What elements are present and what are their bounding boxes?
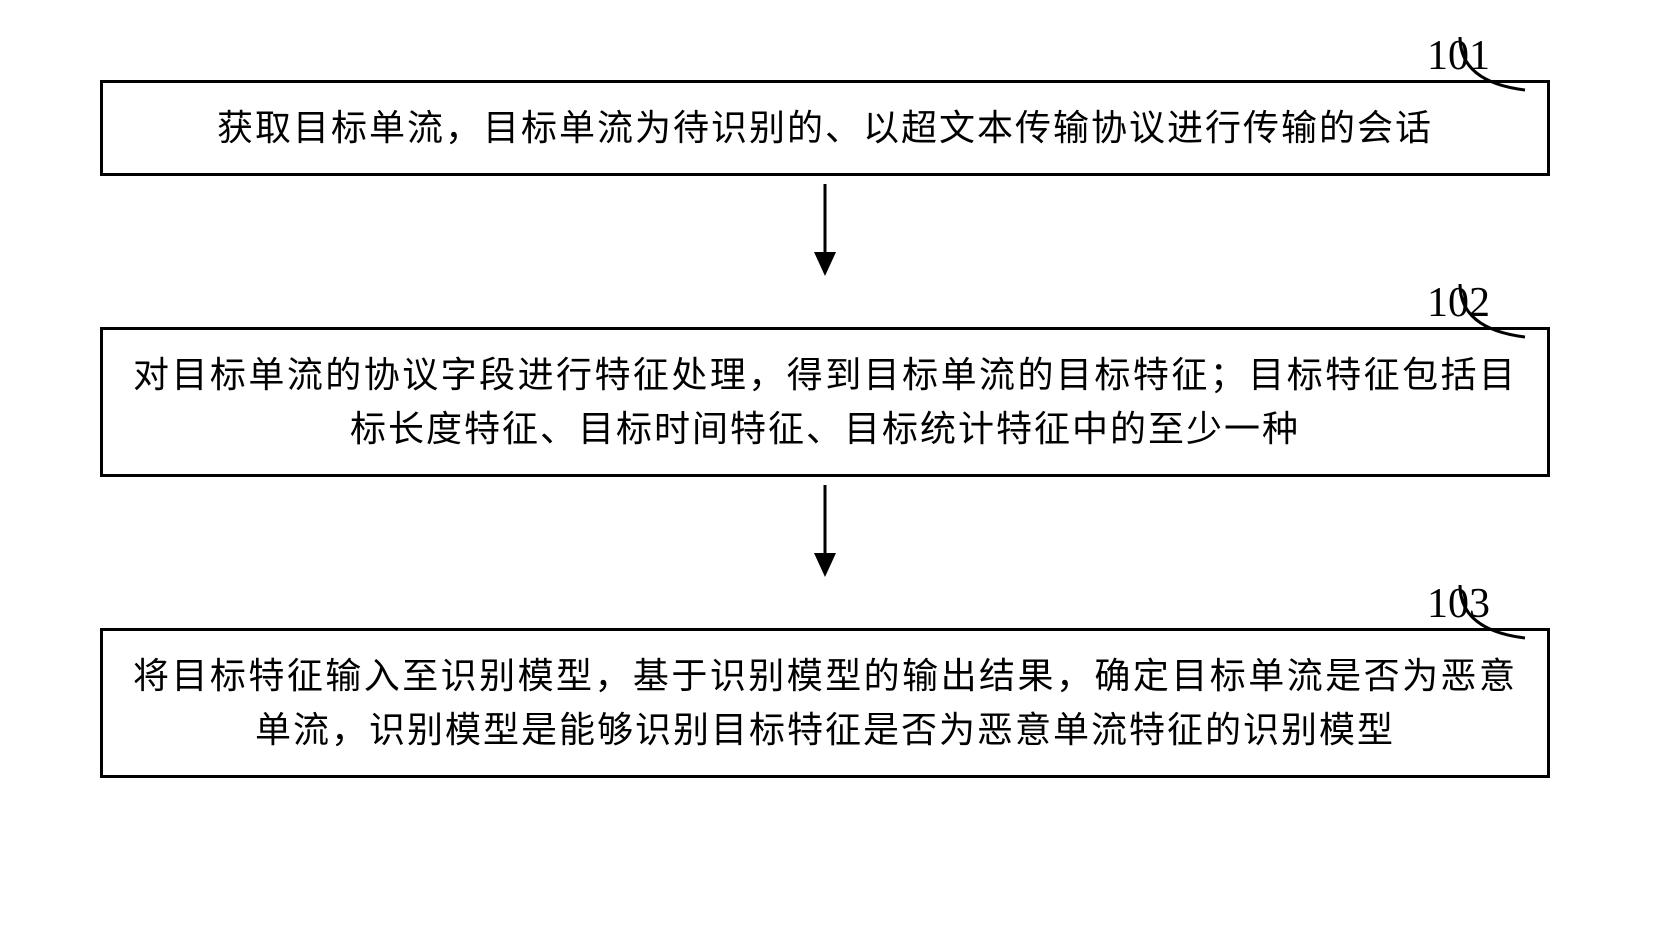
arrow-1-container [50, 176, 1600, 287]
step-wrapper-1: 101 获取目标单流，目标单流为待识别的、以超文本传输协议进行传输的会话 [50, 80, 1600, 176]
step-wrapper-2: 102 对目标单流的协议字段进行特征处理，得到目标单流的目标特征；目标特征包括目… [50, 327, 1600, 477]
step-text-3: 将目标特征输入至识别模型，基于识别模型的输出结果，确定目标单流是否为恶意单流，识… [133, 649, 1517, 757]
callout-curve-3 [1455, 580, 1545, 640]
arrow-2-container [50, 477, 1600, 588]
arrow-1 [805, 184, 845, 279]
callout-curve-1 [1455, 32, 1545, 92]
callout-curve-2 [1455, 279, 1545, 339]
step-text-2: 对目标单流的协议字段进行特征处理，得到目标单流的目标特征；目标特征包括目标长度特… [133, 348, 1517, 456]
step-wrapper-3: 103 将目标特征输入至识别模型，基于识别模型的输出结果，确定目标单流是否为恶意… [50, 628, 1600, 778]
step-box-2: 对目标单流的协议字段进行特征处理，得到目标单流的目标特征；目标特征包括目标长度特… [100, 327, 1550, 477]
step-text-1: 获取目标单流，目标单流为待识别的、以超文本传输协议进行传输的会话 [133, 101, 1517, 155]
step-box-1: 获取目标单流，目标单流为待识别的、以超文本传输协议进行传输的会话 [100, 80, 1550, 176]
flowchart-container: 101 获取目标单流，目标单流为待识别的、以超文本传输协议进行传输的会话 102… [50, 30, 1600, 778]
arrow-2 [805, 485, 845, 580]
step-box-3: 将目标特征输入至识别模型，基于识别模型的输出结果，确定目标单流是否为恶意单流，识… [100, 628, 1550, 778]
